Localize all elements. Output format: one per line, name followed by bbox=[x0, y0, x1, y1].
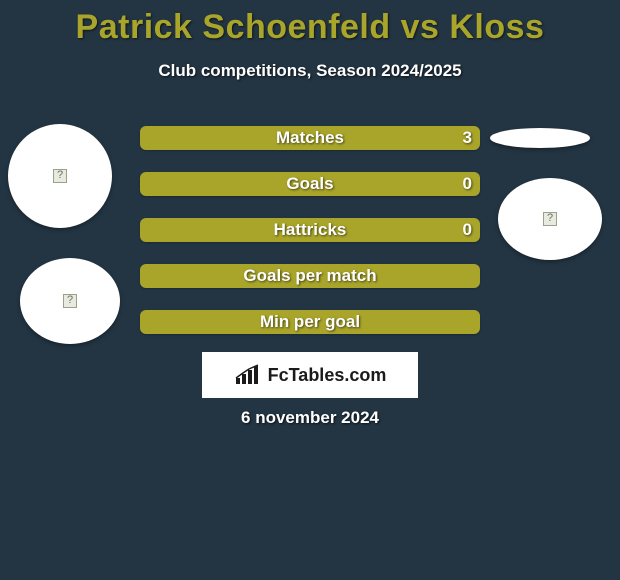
avatar-left-top bbox=[8, 124, 112, 228]
avatar-right-mid bbox=[498, 178, 602, 260]
brand-text: FcTables.com bbox=[268, 365, 387, 386]
avatar-left-bottom bbox=[20, 258, 120, 344]
bar-goals-per-match: Goals per match bbox=[140, 264, 480, 288]
bar-matches: Matches 3 bbox=[140, 126, 480, 150]
image-placeholder-icon bbox=[63, 294, 77, 308]
bar-label: Hattricks bbox=[140, 220, 480, 240]
bar-goals: Goals 0 bbox=[140, 172, 480, 196]
bar-right-value: 0 bbox=[463, 174, 472, 194]
bar-min-per-goal: Min per goal bbox=[140, 310, 480, 334]
bar-label: Matches bbox=[140, 128, 480, 148]
bar-label: Goals bbox=[140, 174, 480, 194]
bar-right-value: 3 bbox=[463, 128, 472, 148]
image-placeholder-icon bbox=[543, 212, 557, 226]
page-subtitle: Club competitions, Season 2024/2025 bbox=[0, 61, 620, 81]
page-title: Patrick Schoenfeld vs Kloss bbox=[0, 0, 620, 47]
stats-bars: Matches 3 Goals 0 Hattricks 0 Goals per … bbox=[140, 126, 480, 356]
bar-label: Min per goal bbox=[140, 312, 480, 332]
image-placeholder-icon bbox=[53, 169, 67, 183]
page-root: Patrick Schoenfeld vs Kloss Club competi… bbox=[0, 0, 620, 580]
bar-right-value: 0 bbox=[463, 220, 472, 240]
bar-hattricks: Hattricks 0 bbox=[140, 218, 480, 242]
brand-bars-icon bbox=[234, 364, 262, 386]
bar-label: Goals per match bbox=[140, 266, 480, 286]
brand-badge: FcTables.com bbox=[202, 352, 418, 398]
footer-date: 6 november 2024 bbox=[0, 408, 620, 428]
avatar-right-top bbox=[490, 128, 590, 148]
